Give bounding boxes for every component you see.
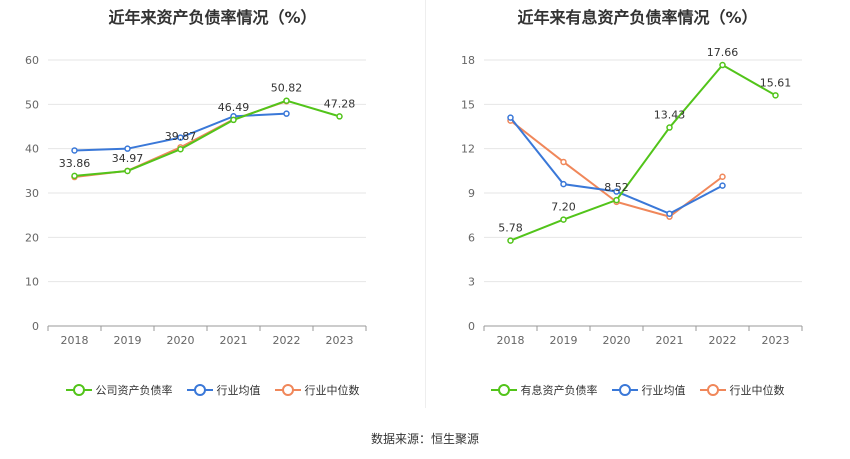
data-label: 5.78 [498,222,523,235]
data-label: 34.97 [112,152,144,165]
legend-item[interactable]: 行业中位数 [699,382,785,398]
legend-label: 有息资产负债率 [520,384,598,397]
chart-legend: 公司资产负债率 行业均值 行业中位数 [0,382,425,398]
x-tick-label: 2023 [326,334,354,347]
y-tick-label: 40 [25,143,39,156]
data-point [507,114,514,121]
data-point [719,182,726,189]
data-point [283,110,290,117]
data-point [230,116,237,124]
y-tick-label: 12 [461,143,475,156]
x-tick-label: 2021 [220,334,248,347]
y-tick-label: 6 [468,231,475,244]
legend-line-marker-icon [274,383,301,397]
data-point [283,97,290,104]
data-label: 50.82 [271,82,303,95]
y-tick-label: 10 [25,276,39,289]
legend-line-marker-icon [611,383,638,397]
x-tick-label: 2022 [709,334,737,347]
legend-label: 行业中位数 [729,384,785,397]
legend-item[interactable]: 有息资产负债率 [490,382,598,398]
y-tick-label: 50 [25,98,39,111]
data-point [177,134,184,141]
data-point [560,158,567,166]
data-label: 33.86 [59,157,91,170]
data-point [613,188,620,195]
data-label: 39.87 [165,130,197,143]
legend-label: 公司资产负债率 [95,384,173,397]
data-label: 17.66 [707,46,739,59]
data-point [719,61,726,69]
line-chart-plot: 0 10 20 30 40 50 60 2018 2019 2020 2021 2022 2023 33.… [25,54,367,347]
y-tick-label: 9 [468,187,475,200]
x-tick-label: 2020 [167,334,195,347]
data-point [560,180,567,188]
data-point [124,145,131,152]
data-point [666,124,673,131]
y-tick-label: 3 [468,276,475,289]
x-tick-label: 2021 [656,334,684,347]
data-point [613,196,620,204]
y-tick-label: 60 [25,54,39,67]
legend-line-marker-icon [699,383,726,397]
data-point [772,92,779,99]
legend-label: 行业中位数 [304,384,360,397]
legend-line-marker-icon [186,383,213,397]
x-tick-label: 2018 [61,334,89,347]
chart-panel-right: 近年来有息资产负债率情况（%） 0 3 6 9 12 15 18 2018 2019 2020 20… [425,0,850,410]
x-tick-label: 2019 [550,334,578,347]
y-tick-label: 0 [468,320,475,333]
data-label: 46.49 [218,101,250,114]
chart-panel-left: 近年来资产负债率情况（%） 0 10 20 30 40 50 60 2018 2019 2020 2… [0,0,425,410]
chart-legend: 有息资产负债率 行业均值 行业中位数 [425,382,850,398]
data-point [336,113,343,120]
legend-item[interactable]: 行业均值 [186,382,261,398]
y-tick-label: 18 [461,54,475,67]
y-tick-label: 0 [32,320,39,333]
data-point [71,172,78,180]
x-tick-label: 2018 [497,334,525,347]
legend-label: 行业均值 [641,384,686,397]
legend-item[interactable]: 行业均值 [611,382,686,398]
data-label: 8.52 [604,181,629,194]
series-line [74,99,340,177]
y-tick-label: 15 [461,98,475,111]
data-point [507,237,514,244]
data-label: 7.20 [551,201,576,214]
data-point [719,173,726,180]
legend-label: 行业均值 [216,384,261,397]
x-tick-label: 2019 [114,334,142,347]
data-point [71,147,78,154]
y-tick-label: 30 [25,187,39,200]
legend-item[interactable]: 公司资产负债率 [65,382,173,398]
data-label: 47.28 [324,97,356,110]
x-tick-label: 2022 [273,334,301,347]
data-point [124,167,131,175]
data-point [177,145,184,153]
data-point [560,216,567,223]
data-label: 13.43 [654,109,686,122]
data-source-note: 数据来源：恒生聚源 [370,432,479,446]
y-tick-label: 20 [25,231,39,244]
legend-item[interactable]: 行业中位数 [274,382,360,398]
data-label: 15.61 [760,76,792,89]
panel-divider [425,0,426,408]
x-tick-label: 2020 [603,334,631,347]
data-point [666,210,673,217]
legend-line-marker-icon [65,383,92,397]
chart-title: 近年来资产负债率情况（%） [108,8,317,27]
x-tick-label: 2023 [762,334,790,347]
series-line [510,63,776,242]
chart-title: 近年来有息资产负债率情况（%） [517,8,758,27]
legend-line-marker-icon [490,383,517,397]
line-chart-plot: 0 3 6 9 12 15 18 2018 2019 2020 2021 2022 2023 5.78 7.… [461,46,803,347]
